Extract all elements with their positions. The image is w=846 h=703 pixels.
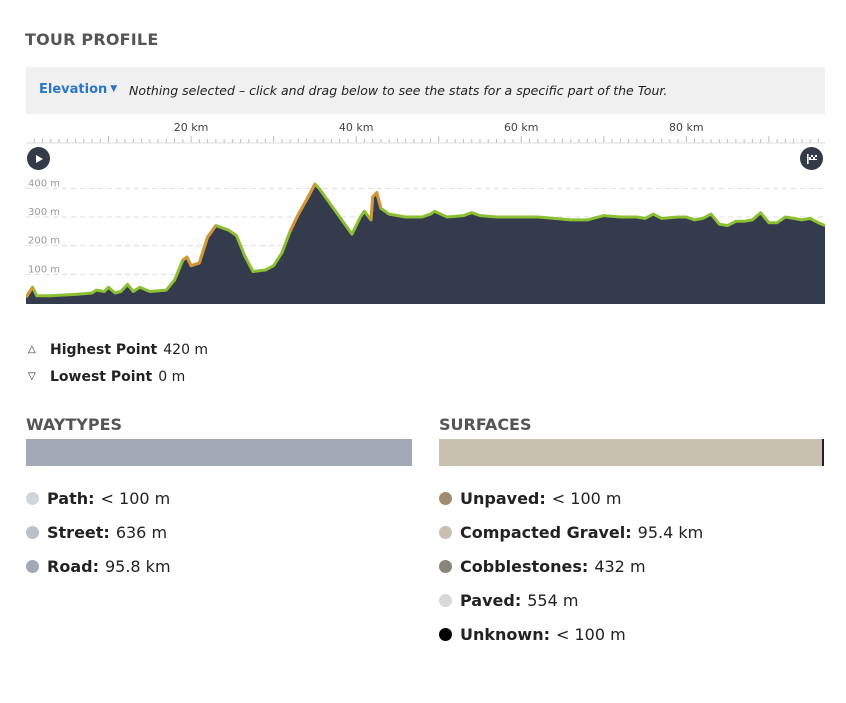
lowest-point-label: Lowest Point: [50, 368, 153, 385]
legend-value: < 100 m: [555, 624, 626, 644]
color-dot-icon: [26, 491, 39, 505]
legend-label: Road:: [47, 556, 99, 576]
finish-flag-button[interactable]: [800, 147, 823, 170]
legend-value: 95.8 km: [104, 556, 171, 576]
waytypes-bar-segment[interactable]: [26, 439, 412, 466]
waytypes-legend: Path: < 100 m Street: 636 m Road: 95.8 km: [26, 481, 171, 583]
profile-toolbar: Elevation ▼ Nothing selected – click and …: [26, 67, 825, 114]
elevation-profile: 400 m 300 m 200 m 100 m: [24, 178, 826, 304]
legend-value: 432 m: [594, 556, 646, 576]
legend-item[interactable]: Road: 95.8 km: [26, 549, 171, 583]
color-dot-icon: [439, 491, 452, 505]
legend-label: Street:: [47, 522, 110, 542]
legend-item[interactable]: Paved: 554 m: [439, 583, 703, 617]
legend-item[interactable]: Unknown: < 100 m: [439, 617, 703, 651]
surfaces-legend: Unpaved: < 100 m Compacted Gravel: 95.4 km C…: [439, 481, 703, 651]
y-axis-label: 400 m: [28, 178, 60, 189]
color-dot-icon: [439, 525, 452, 539]
waytypes-bar[interactable]: [26, 439, 412, 466]
legend-label: Compacted Gravel:: [460, 522, 632, 542]
selection-hint: Nothing selected – click and drag below …: [129, 83, 668, 98]
steep-segment: [288, 183, 317, 232]
y-axis-label: 100 m: [28, 264, 60, 275]
legend-item[interactable]: Compacted Gravel: 95.4 km: [439, 515, 703, 549]
dropdown-label: Elevation: [39, 82, 108, 97]
distance-scale[interactable]: 20 km 40 km 60 km 80 km: [26, 114, 825, 146]
elevation-area: [26, 184, 825, 304]
highest-point-value: 420 m: [163, 341, 209, 358]
elevation-stats: △ Highest Point 420 m ▽ Lowest Point 0 m: [28, 336, 208, 390]
y-axis-label: 200 m: [28, 236, 60, 247]
elevation-dropdown[interactable]: Elevation ▼: [39, 82, 117, 97]
color-dot-icon: [439, 593, 452, 607]
color-dot-icon: [439, 627, 452, 641]
page-title: TOUR PROFILE: [25, 30, 159, 49]
legend-label: Unpaved:: [460, 488, 546, 508]
legend-value: < 100 m: [551, 488, 622, 508]
color-dot-icon: [439, 559, 452, 573]
steep-segment: [24, 286, 34, 299]
legend-item[interactable]: Unpaved: < 100 m: [439, 481, 703, 515]
surfaces-bar-segment[interactable]: [822, 439, 825, 466]
elevation-chart[interactable]: 400 m 300 m 200 m 100 m: [24, 146, 826, 304]
surfaces-heading: SURFACES: [439, 415, 532, 434]
legend-value: 636 m: [115, 522, 168, 542]
steep-segment: [181, 224, 218, 268]
legend-item[interactable]: Street: 636 m: [26, 515, 171, 549]
legend-value: 95.4 km: [637, 522, 704, 542]
surfaces-bar-segment[interactable]: [439, 439, 823, 466]
waytypes-heading: WAYTYPES: [26, 415, 123, 434]
legend-label: Path:: [47, 488, 95, 508]
scale-label: 80 km: [669, 121, 704, 134]
lowest-point-row: ▽ Lowest Point 0 m: [28, 363, 208, 390]
color-dot-icon: [26, 559, 39, 573]
highest-point-row: △ Highest Point 420 m: [28, 336, 208, 363]
lowest-point-value: 0 m: [158, 368, 186, 385]
legend-item[interactable]: Cobblestones: 432 m: [439, 549, 703, 583]
legend-value: 554 m: [527, 590, 579, 610]
play-icon: [35, 154, 43, 163]
y-axis-label: 300 m: [28, 207, 60, 218]
legend-label: Cobblestones:: [460, 556, 589, 576]
scale-label: 60 km: [503, 121, 539, 134]
legend-value: < 100 m: [100, 488, 171, 508]
finish-flag-icon: [806, 153, 817, 164]
triangle-up-icon: △: [28, 344, 36, 355]
surfaces-bar[interactable]: [439, 439, 825, 466]
caret-down-icon: ▼: [110, 84, 118, 94]
highest-point-label: Highest Point: [50, 341, 158, 358]
legend-label: Paved:: [460, 590, 522, 610]
scale-label: 20 km: [173, 121, 209, 134]
scale-label: 40 km: [338, 121, 374, 134]
distance-scale-ticks: [26, 136, 825, 144]
triangle-down-icon: ▽: [28, 371, 36, 382]
steep-segment: [369, 191, 383, 221]
legend-item[interactable]: Path: < 100 m: [26, 481, 171, 515]
play-button[interactable]: [27, 147, 50, 170]
legend-label: Unknown:: [460, 624, 550, 644]
color-dot-icon: [26, 525, 39, 539]
